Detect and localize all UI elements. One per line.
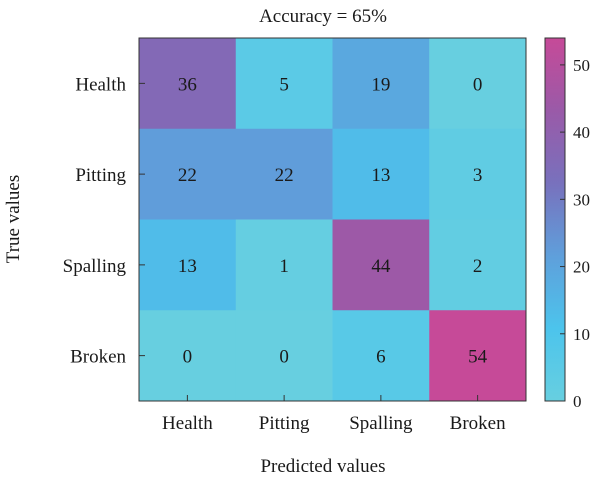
heatmap-cell — [139, 310, 237, 402]
cell-value-label: 0 — [473, 74, 483, 95]
plot-frame — [138, 37, 527, 402]
cell-value-label: 44 — [371, 256, 391, 277]
cell-value-label: 0 — [183, 347, 193, 368]
heatmap-cell — [332, 128, 430, 220]
cell-value-label: 1 — [279, 256, 289, 277]
colorbar-tick-label: 20 — [573, 258, 590, 277]
heatmap-cell — [139, 219, 237, 311]
x-tick-labels: Health Pitting Spalling Broken — [162, 395, 506, 434]
x-tick-label: Health — [162, 413, 213, 434]
colorbar-tick-label: 10 — [573, 325, 590, 344]
heatmap-cell — [139, 128, 237, 220]
y-tick-label: Health — [75, 74, 126, 95]
x-axis-label: Predicted values — [260, 456, 385, 477]
heatmap-cell — [235, 219, 333, 311]
y-axis-label: True values — [3, 175, 24, 264]
heatmap-cell — [332, 38, 430, 130]
heatmap-cell — [235, 38, 333, 130]
heatmap-cell — [332, 219, 430, 311]
chart-title: Accuracy = 65% — [259, 6, 387, 27]
cell-value-label: 19 — [371, 74, 390, 95]
cell-value-label: 0 — [279, 347, 289, 368]
heatmap-cell — [139, 38, 237, 130]
cell-value-label: 22 — [275, 165, 294, 186]
heatmap-cell — [235, 128, 333, 220]
x-tick-label: Pitting — [259, 413, 310, 434]
cell-value-label: 13 — [178, 256, 197, 277]
cell-value-label: 6 — [376, 347, 386, 368]
cell-value-label: 3 — [473, 165, 483, 186]
cell-value-label: 54 — [468, 347, 488, 368]
heatmap-cell — [429, 128, 527, 220]
colorbar-tick-label: 40 — [573, 123, 590, 142]
colorbar-ticks: 0 10 20 30 40 50 — [560, 56, 590, 411]
heatmap-cell — [235, 310, 333, 402]
cell-value-label: 22 — [178, 165, 197, 186]
cell-value-label: 2 — [473, 256, 483, 277]
colorbar-tick-label: 30 — [573, 190, 590, 209]
heatmap-cells: 36 5 19 0 22 22 13 3 13 1 44 2 0 0 6 54 — [139, 38, 527, 402]
x-tick-label: Broken — [450, 413, 506, 434]
y-tick-label: Spalling — [63, 256, 127, 277]
colorbar-tick-label: 0 — [573, 392, 582, 411]
y-tick-label: Pitting — [75, 165, 126, 186]
cell-value-label: 36 — [178, 74, 197, 95]
y-tick-labels: Health Pitting Spalling Broken — [63, 74, 145, 368]
colorbar-tick-label: 50 — [573, 56, 590, 75]
cell-value-label: 13 — [371, 165, 390, 186]
heatmap-cell — [429, 38, 527, 130]
cell-value-label: 5 — [279, 74, 289, 95]
heatmap-cell — [332, 310, 430, 402]
heatmap-cell — [429, 219, 527, 311]
y-tick-label: Broken — [70, 347, 126, 368]
heatmap-cell — [429, 310, 527, 402]
x-tick-label: Spalling — [349, 413, 413, 434]
colorbar — [544, 37, 566, 402]
